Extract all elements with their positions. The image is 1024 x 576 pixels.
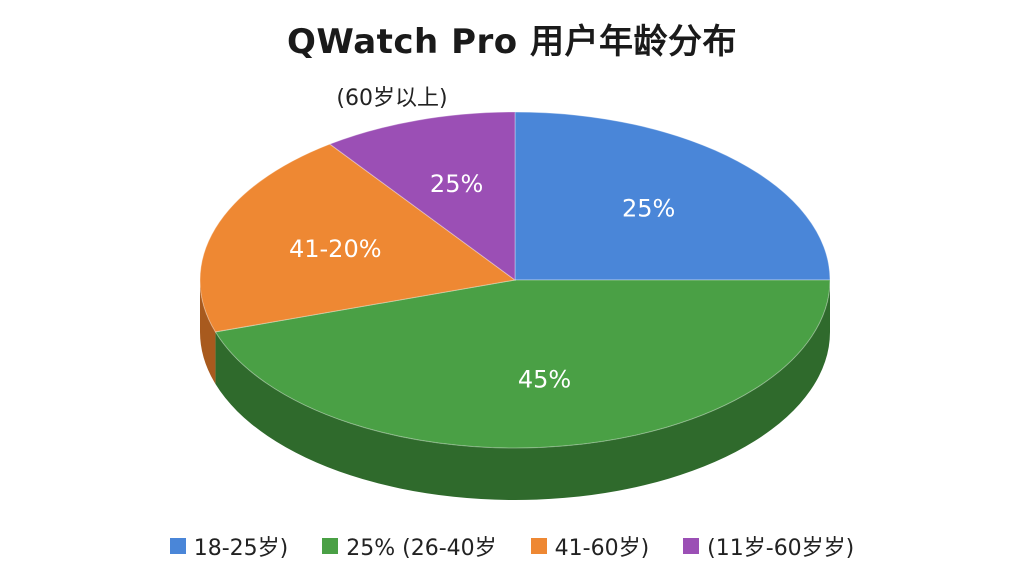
pie-slice — [328, 111, 516, 281]
pie-slice — [514, 111, 831, 281]
pie-slice — [214, 279, 831, 449]
legend-label: 41-60岁) — [554, 536, 650, 561]
pie-slice — [199, 143, 517, 333]
legend-item: 25% (26-40岁 — [322, 530, 497, 562]
pie-slice-side — [215, 280, 831, 501]
legend-item: 18-25岁) — [169, 530, 289, 562]
legend-label: 18-25岁) — [193, 536, 289, 561]
legend-swatch — [322, 538, 339, 554]
pie-depth — [200, 280, 831, 501]
slice-label: 25% — [430, 170, 483, 198]
slice-label: 45% — [518, 366, 571, 394]
legend-item: 41-60岁) — [530, 530, 650, 562]
legend-item: (11岁-60岁岁) — [683, 530, 854, 562]
pie-slice-side — [200, 280, 216, 384]
chart-title: QWatch Pro 用户年龄分布 — [287, 22, 737, 62]
legend-swatch — [683, 538, 700, 554]
slice-label: 25% — [622, 195, 675, 223]
pie-labels: 25% 45% 41-20% 25% — [289, 170, 675, 393]
pie-top — [199, 111, 831, 449]
legend-label: 25% (26-40岁 — [346, 536, 497, 561]
legend: 18-25岁) 25% (26-40岁 41-60岁) (11岁-60岁岁) — [0, 530, 1024, 562]
outside-annotation: (60岁以上) — [336, 86, 447, 111]
legend-swatch — [530, 538, 547, 554]
legend-label: (11岁-60岁岁) — [707, 536, 855, 561]
slice-label: 41-20% — [289, 235, 382, 263]
legend-swatch — [169, 538, 186, 554]
